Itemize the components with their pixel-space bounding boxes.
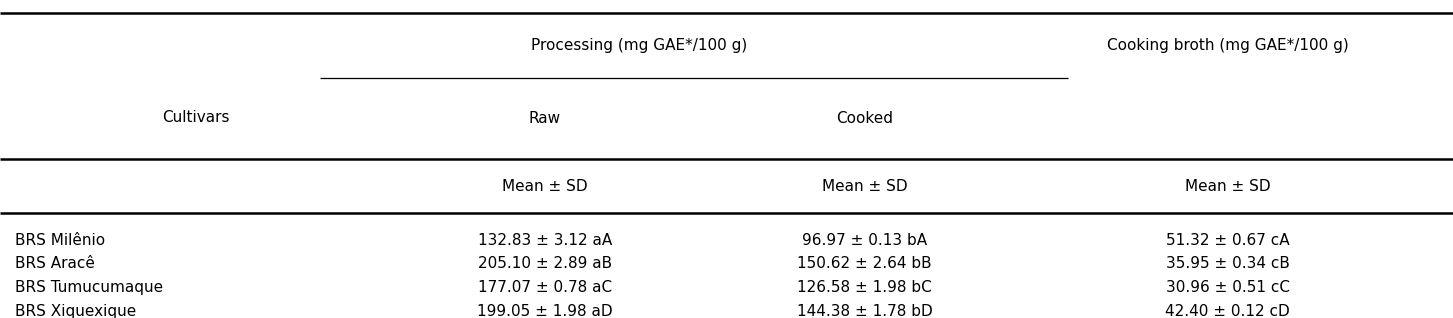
Text: Cultivars: Cultivars — [163, 110, 230, 125]
Text: Raw: Raw — [529, 111, 561, 126]
Text: 177.07 ± 0.78 aC: 177.07 ± 0.78 aC — [478, 280, 612, 295]
Text: 35.95 ± 0.34 cB: 35.95 ± 0.34 cB — [1165, 256, 1290, 272]
Text: 126.58 ± 1.98 bC: 126.58 ± 1.98 bC — [798, 280, 931, 295]
Text: BRS Milênio: BRS Milênio — [15, 232, 105, 248]
Text: BRS Aracê: BRS Aracê — [15, 256, 94, 272]
Text: 205.10 ± 2.89 aB: 205.10 ± 2.89 aB — [478, 256, 612, 272]
Text: Mean ± SD: Mean ± SD — [1186, 178, 1270, 194]
Text: 42.40 ± 0.12 cD: 42.40 ± 0.12 cD — [1165, 304, 1290, 318]
Text: Cooking broth (mg GAE*/100 g): Cooking broth (mg GAE*/100 g) — [1107, 38, 1348, 53]
Text: 96.97 ± 0.13 bA: 96.97 ± 0.13 bA — [802, 232, 927, 248]
Text: 30.96 ± 0.51 cC: 30.96 ± 0.51 cC — [1165, 280, 1290, 295]
Text: 51.32 ± 0.67 cA: 51.32 ± 0.67 cA — [1165, 232, 1290, 248]
Text: 150.62 ± 2.64 bB: 150.62 ± 2.64 bB — [798, 256, 931, 272]
Text: 199.05 ± 1.98 aD: 199.05 ± 1.98 aD — [477, 304, 613, 318]
Text: BRS Xiquexique: BRS Xiquexique — [15, 304, 135, 318]
Text: Mean ± SD: Mean ± SD — [503, 178, 587, 194]
Text: Cooked: Cooked — [835, 111, 894, 126]
Text: Processing (mg GAE*/100 g): Processing (mg GAE*/100 g) — [532, 38, 747, 53]
Text: 144.38 ± 1.78 bD: 144.38 ± 1.78 bD — [796, 304, 933, 318]
Text: Mean ± SD: Mean ± SD — [822, 178, 907, 194]
Text: BRS Tumucumaque: BRS Tumucumaque — [15, 280, 163, 295]
Text: 132.83 ± 3.12 aA: 132.83 ± 3.12 aA — [478, 232, 612, 248]
